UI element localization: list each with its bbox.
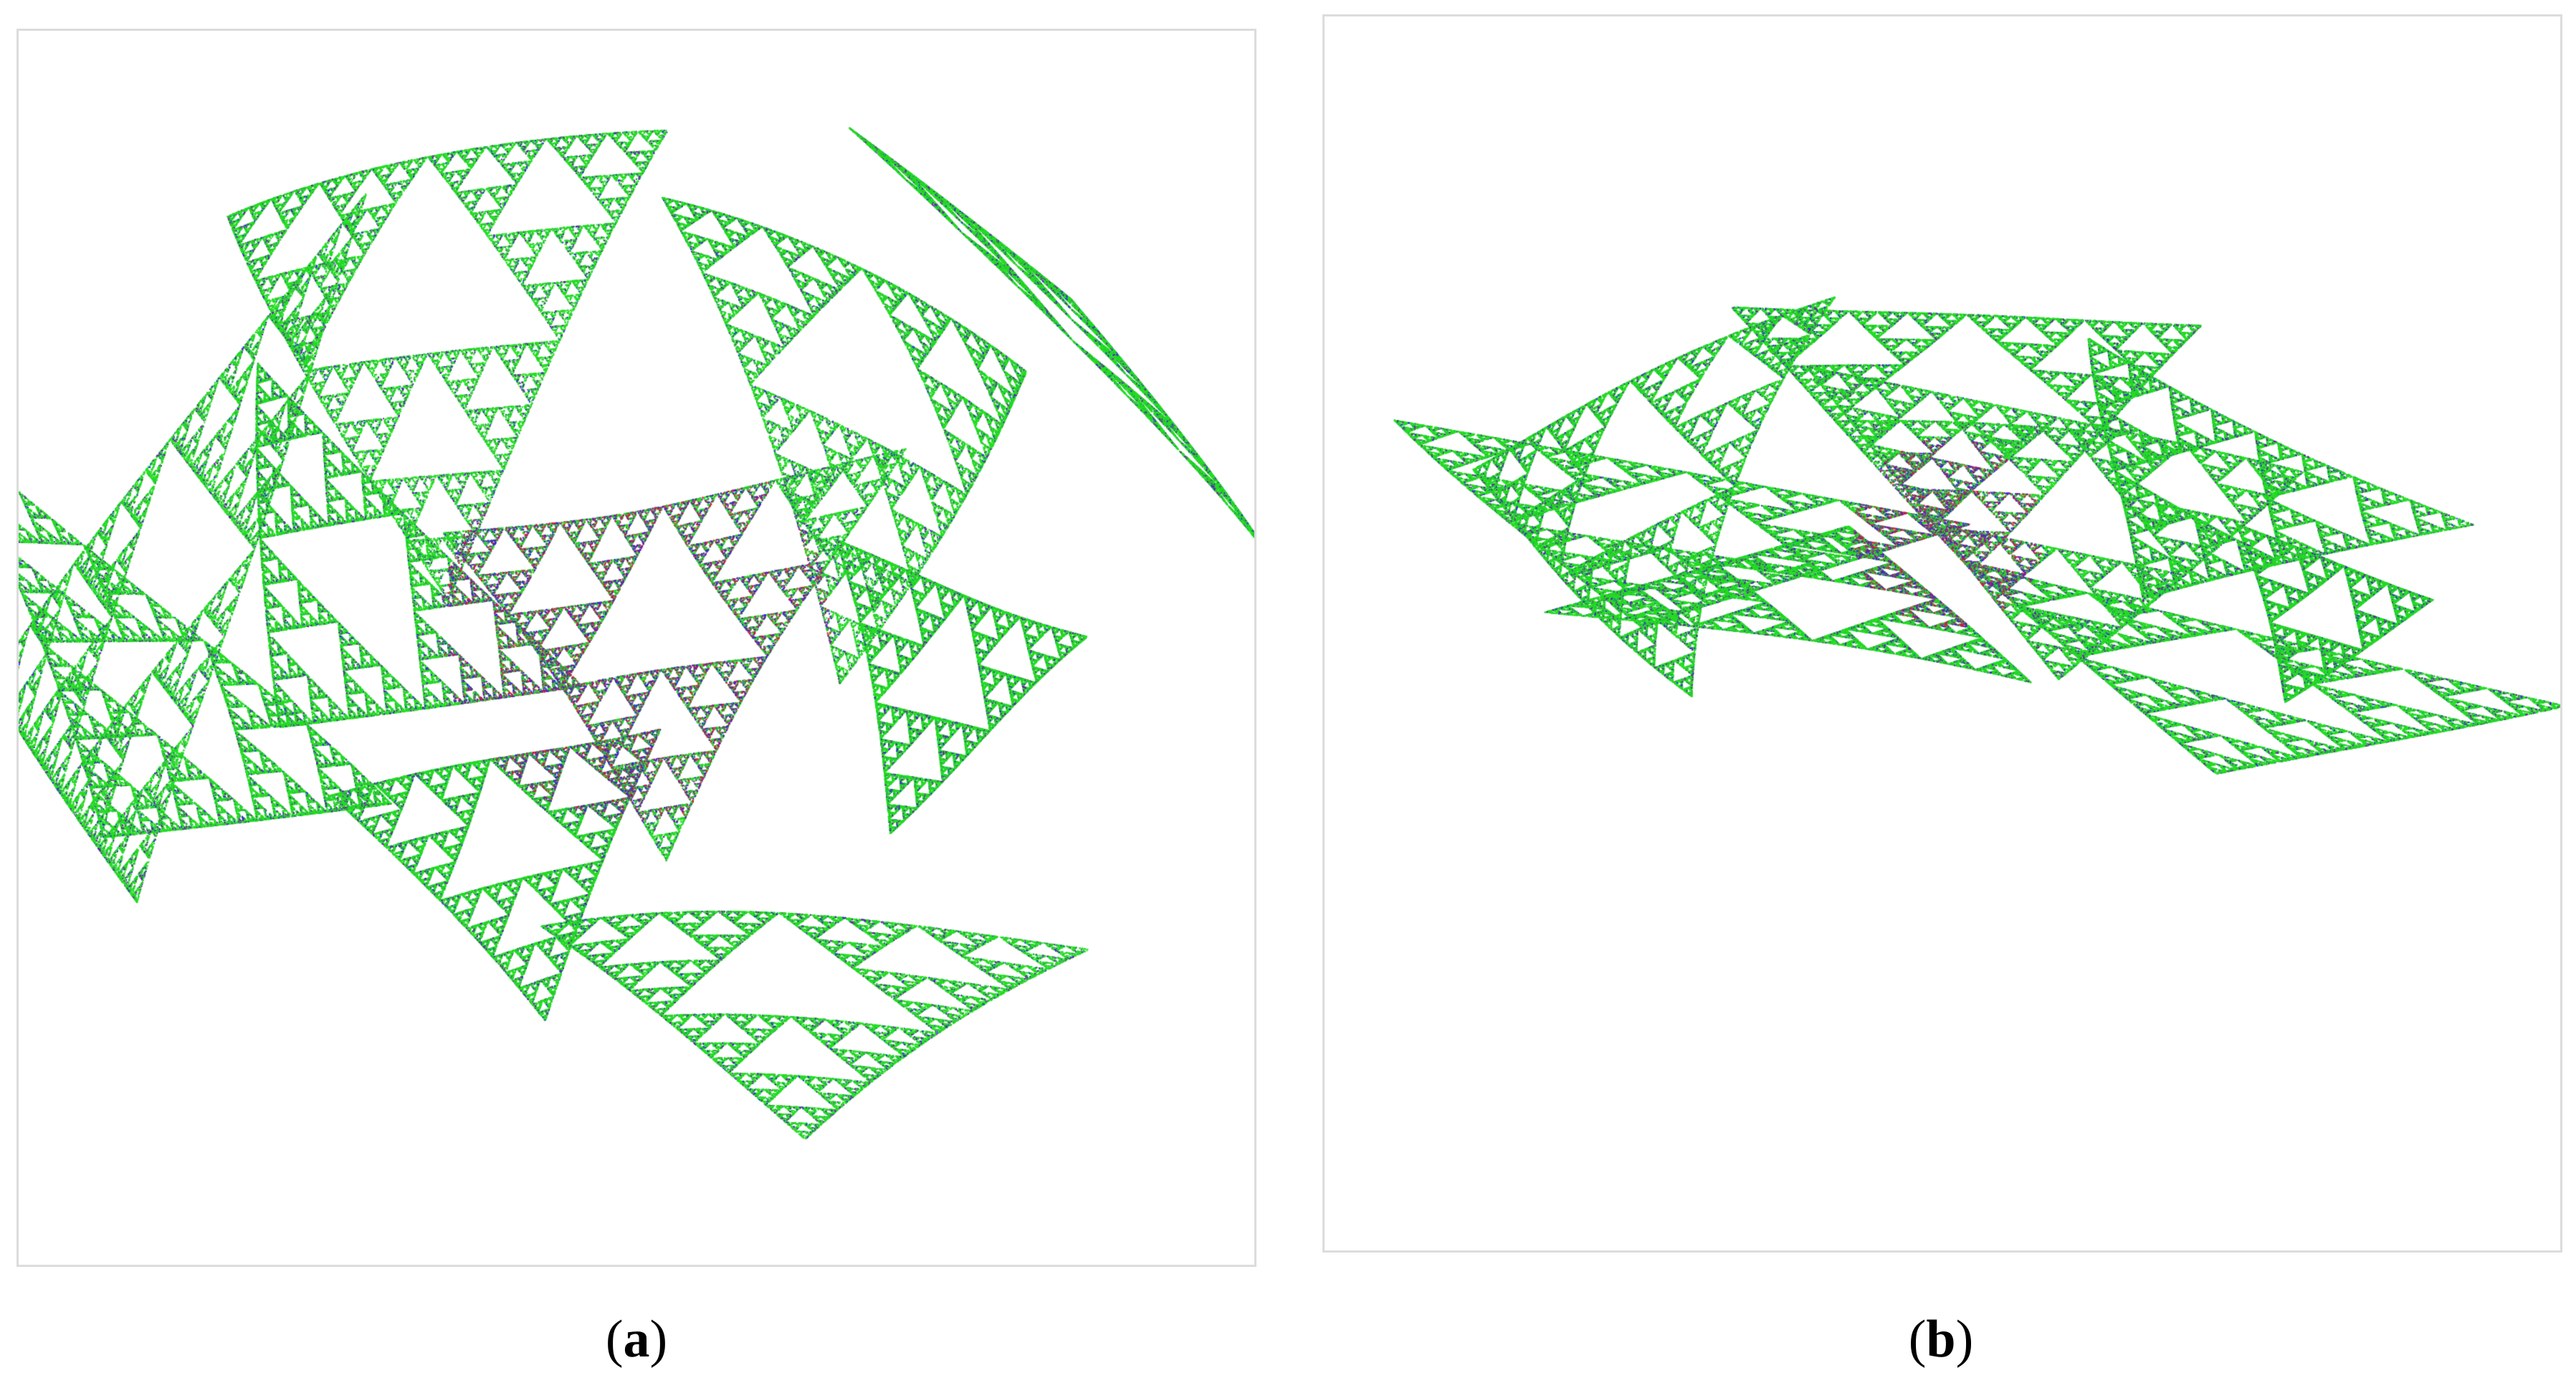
caption-a: (a): [565, 1313, 708, 1366]
caption-b-letter: b: [1926, 1310, 1956, 1369]
caption-b-close: ): [1955, 1310, 1974, 1369]
fractal-image-a: [19, 31, 1254, 1265]
caption-b-open: (: [1908, 1310, 1927, 1369]
fractal-image-b: [1325, 16, 2560, 1250]
caption-a-close: ): [649, 1310, 668, 1369]
fractal-panel-a: [16, 29, 1256, 1267]
fractal-panel-b: [1322, 14, 2562, 1253]
caption-a-letter: a: [623, 1310, 650, 1369]
caption-b: (b): [1869, 1313, 2013, 1366]
caption-a-open: (: [605, 1310, 624, 1369]
